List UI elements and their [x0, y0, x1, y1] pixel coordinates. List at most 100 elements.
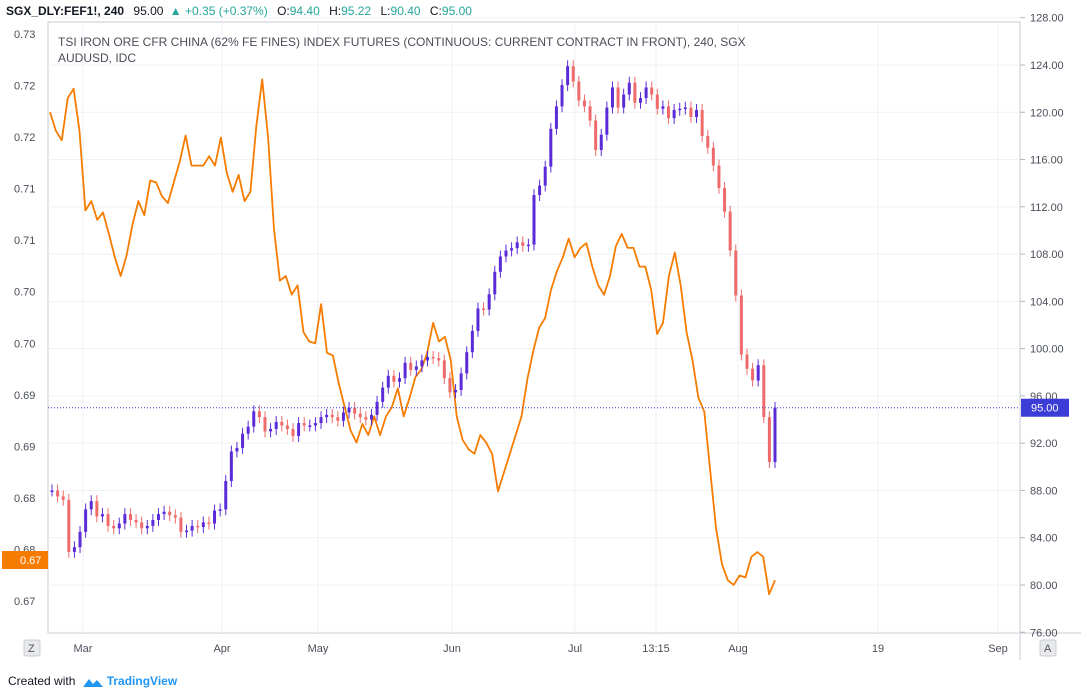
candle-body	[487, 294, 491, 310]
candle-body	[84, 509, 88, 532]
candle-body	[313, 423, 317, 426]
candle-body	[442, 360, 446, 379]
open-label: O:	[277, 4, 290, 18]
left-axis: 0.73 0.72 0.72 0.71 0.71 0.70 0.70 0.69 0.69 0.68…	[14, 29, 35, 608]
candle-body	[235, 447, 239, 452]
candle-body	[263, 417, 267, 432]
created-with-text: Created with	[8, 674, 76, 688]
candle-body	[560, 85, 564, 107]
open-value: 94.40	[289, 4, 320, 18]
candle-body	[773, 407, 777, 463]
z-button-label: Z	[28, 643, 35, 655]
candle-body	[465, 352, 469, 374]
candle-body	[61, 496, 65, 500]
candle-body	[717, 165, 721, 188]
left-tick-label: 0.69	[14, 390, 35, 402]
x-tick-label: May	[308, 643, 329, 655]
candle-body	[723, 187, 727, 212]
candle-body	[89, 501, 93, 510]
candle-body	[78, 531, 82, 548]
candle-body	[700, 109, 704, 136]
z-axis-button[interactable]: Z	[23, 639, 41, 657]
candle-body	[353, 407, 357, 414]
x-tick-label: 13:15	[642, 643, 670, 655]
candle-body	[515, 242, 519, 249]
chart-title: TSI IRON ORE CFR CHINA (62% FE FINES) IN…	[58, 35, 746, 49]
candle-body	[728, 211, 732, 251]
candle-body	[538, 185, 542, 195]
tradingview-brand[interactable]: TradingView	[106, 674, 178, 688]
candle-body	[106, 514, 110, 526]
right-tick-label: 100.00	[1030, 344, 1064, 356]
symbol-name[interactable]: SGX_DLY:FEF1!, 240	[6, 4, 125, 18]
x-tick-label: Sep	[988, 643, 1008, 655]
candle-body	[319, 417, 323, 424]
candle-body	[151, 520, 155, 526]
candle-body	[532, 195, 536, 245]
candle-body	[571, 66, 575, 82]
candle-body	[168, 511, 172, 516]
right-tick-label: 88.00	[1030, 485, 1058, 497]
candle-body	[95, 501, 99, 517]
auto-scale-button[interactable]: A	[1039, 639, 1057, 657]
candle-body	[224, 481, 228, 510]
left-tick-label: 0.70	[14, 338, 35, 350]
series-layer	[49, 60, 777, 596]
candle-body	[241, 433, 245, 448]
candle-body	[711, 147, 715, 166]
right-tick-label: 120.00	[1030, 107, 1064, 119]
close-label: C:	[429, 4, 442, 18]
candle-body	[599, 134, 603, 151]
left-tick-label: 0.71	[14, 184, 35, 196]
candle-body	[695, 109, 699, 117]
candle-body	[756, 365, 760, 381]
left-tick-label: 0.68	[14, 493, 35, 505]
plot-area[interactable]	[47, 21, 1021, 634]
x-tick-label: Aug	[728, 643, 748, 655]
right-tick-label: 124.00	[1030, 60, 1064, 72]
candle-body	[420, 360, 424, 367]
left-last-value-label: 0.67	[2, 551, 48, 569]
candle-body	[493, 271, 497, 295]
last-price-badge	[1021, 398, 1069, 417]
price-change: +0.35 (+0.37%)	[185, 4, 268, 18]
right-tick-label: 128.00	[1030, 13, 1064, 25]
symbol-header: SGX_DLY:FEF1!, 240 95.00 ▲ +0.35 (+0.37%…	[0, 0, 1081, 22]
candle-body	[128, 514, 132, 520]
candle-body	[655, 94, 659, 109]
x-tick-label: Jun	[443, 643, 461, 655]
right-tick-label: 112.00	[1030, 202, 1063, 214]
chart-subtitle: AUDUSD, IDC	[58, 51, 136, 65]
candle-body	[745, 354, 749, 369]
candle-body	[678, 108, 682, 111]
candle-body	[325, 414, 329, 418]
x-tick-label: Apr	[213, 643, 230, 655]
candle-body	[610, 87, 614, 108]
candle-body	[347, 407, 351, 413]
candle-body	[549, 128, 553, 167]
candle-body	[767, 417, 771, 463]
left-tick-label: 0.69	[14, 441, 35, 453]
left-tick-label: 0.67	[14, 596, 35, 608]
candle-body	[437, 358, 441, 361]
candle-body	[201, 522, 205, 528]
candle-body	[622, 94, 626, 108]
candle-body	[173, 515, 177, 518]
x-tick-label: Jul	[568, 643, 582, 655]
candle-body	[302, 423, 306, 426]
audusd-line	[49, 78, 776, 596]
candle-body	[605, 107, 609, 135]
candle-body	[72, 547, 76, 552]
candle-body	[431, 356, 435, 359]
candle-body	[123, 514, 127, 524]
candle-body	[364, 417, 368, 420]
candle-body	[397, 378, 401, 382]
candle-body	[470, 330, 474, 353]
candle-body	[218, 509, 222, 511]
left-tick-label: 0.72	[14, 81, 35, 93]
candle-body	[100, 514, 104, 517]
candle-body	[448, 378, 452, 393]
candle-body	[739, 295, 743, 355]
candle-body	[633, 82, 637, 103]
